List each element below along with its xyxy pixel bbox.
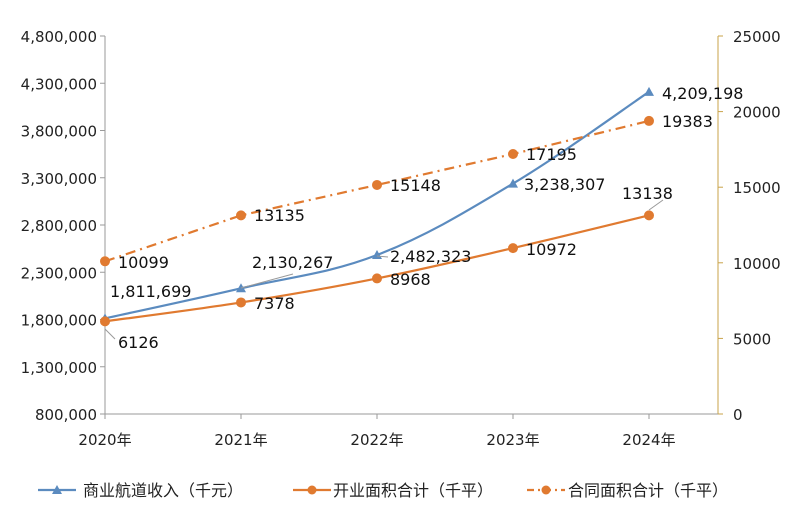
x-tick-label: 2022年 — [350, 431, 403, 449]
contract-area-data-label: 13135 — [254, 206, 305, 225]
commercial-revenue-data-label: 3,238,307 — [524, 175, 605, 194]
left-tick-label: 3,800,000 — [21, 123, 97, 141]
contract-area-point — [644, 115, 654, 126]
commercial-revenue-data-label: 4,209,198 — [662, 84, 743, 103]
opened-area-line — [104, 214, 650, 323]
opened-area-point — [508, 243, 518, 254]
opened-area-data-label: 8968 — [390, 270, 431, 289]
commercial-revenue-point — [508, 178, 518, 188]
contract-area-data-label: 10099 — [118, 253, 169, 272]
right-tick-label: 20000 — [733, 104, 781, 122]
leader-line — [240, 273, 294, 289]
contract-area-data-label: 17195 — [526, 145, 577, 164]
commercial-revenue-legend-marker — [52, 485, 62, 494]
left-tick-label: 4,300,000 — [21, 75, 97, 93]
left-tick-label: 2,800,000 — [21, 217, 97, 235]
leader-line — [376, 255, 389, 258]
right-tick-label: 0 — [733, 406, 743, 424]
opened-area-point — [644, 210, 654, 221]
contract-area-point — [508, 149, 518, 160]
commercial-revenue-point — [372, 250, 382, 260]
x-tick-label: 2020年 — [78, 431, 131, 449]
x-axis-ticks: 2020年 2021年 2022年 2023年 2024年 — [78, 414, 676, 449]
opened-area-data-label: 13138 — [622, 184, 673, 203]
right-tick-label: 10000 — [733, 255, 781, 273]
x-tick-label: 2024年 — [622, 431, 675, 449]
right-tick-label: 25000 — [733, 28, 781, 46]
contract-area-line — [104, 119, 650, 263]
commercial-revenue-point — [644, 86, 654, 96]
contract-area-point — [236, 210, 246, 221]
left-tick-label: 2,300,000 — [21, 264, 97, 282]
commercial-revenue-data-label: 2,482,323 — [390, 247, 471, 266]
commercial-revenue-legend-label: 商业航道收入（千元） — [83, 481, 243, 500]
opened-area-point — [100, 316, 110, 327]
leader-line — [648, 199, 664, 211]
opened-area-data-label: 6126 — [118, 333, 159, 352]
commercial-revenue-data-label: 1,811,699 — [110, 282, 191, 301]
series-layer — [100, 86, 654, 327]
opened-area-data-label: 10972 — [526, 240, 577, 259]
opened-area-point — [236, 297, 246, 308]
right-axis-ticks: 0 5000 10000 15000 20000 25000 — [718, 28, 781, 424]
contract-area-legend-marker — [541, 485, 551, 495]
opened-area-legend-marker — [307, 485, 317, 495]
legend: 商业航道收入（千元） 开业面积合计（千平） 合同面积合计（千平） — [38, 481, 728, 500]
data-labels-layer: 1,811,699 2,130,267 2,482,323 3,238,307 4,20… — [104, 84, 743, 352]
leader-line — [104, 328, 116, 340]
contract-area-legend-label: 合同面积合计（千平） — [568, 481, 728, 500]
left-tick-label: 4,800,000 — [21, 28, 97, 46]
contract-area-point — [372, 179, 382, 190]
right-tick-label: 5000 — [733, 330, 771, 348]
left-tick-label: 1,300,000 — [21, 359, 97, 377]
left-tick-label: 1,800,000 — [21, 312, 97, 330]
x-tick-label: 2021年 — [214, 431, 267, 449]
x-tick-label: 2023年 — [486, 431, 539, 449]
opened-area-data-label: 7378 — [254, 294, 295, 313]
contract-area-data-label: 19383 — [662, 112, 713, 131]
contract-area-data-label: 15148 — [390, 176, 441, 195]
commercial-revenue-data-label: 2,130,267 — [252, 253, 333, 272]
opened-area-legend-label: 开业面积合计（千平） — [333, 481, 493, 500]
right-tick-label: 15000 — [733, 179, 781, 197]
contract-area-point — [100, 256, 110, 267]
left-axis-ticks: 800,000 1,300,000 1,800,000 2,300,000 2,800,… — [21, 28, 105, 424]
opened-area-point — [372, 273, 382, 284]
left-tick-label: 800,000 — [35, 406, 97, 424]
left-tick-label: 3,300,000 — [21, 170, 97, 188]
